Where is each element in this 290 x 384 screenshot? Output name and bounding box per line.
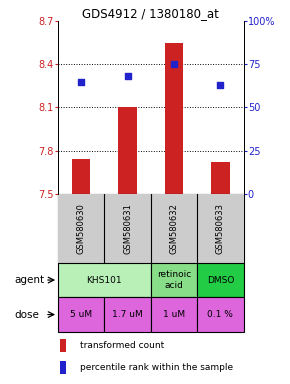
Bar (60, 361, 66, 374)
Bar (58, 263, 151, 297)
Point (79, 78, 84, 84)
Title: GDS4912 / 1380180_at: GDS4912 / 1380180_at (82, 7, 219, 20)
Point (172, 61, 176, 67)
Point (125, 73, 130, 79)
Text: GSM580631: GSM580631 (123, 203, 132, 254)
Bar (104, 297, 151, 332)
Text: agent: agent (14, 275, 45, 285)
Bar (72, 159, 90, 194)
Bar (165, 43, 183, 194)
Text: GSM580632: GSM580632 (169, 203, 179, 254)
Text: 0.1 %: 0.1 % (207, 310, 233, 319)
Text: KHS101: KHS101 (87, 276, 122, 285)
Point (218, 82, 223, 88)
Bar (58, 194, 104, 263)
Text: retinoic
acid: retinoic acid (157, 270, 191, 290)
Text: DMSO: DMSO (207, 276, 234, 285)
Text: GSM580633: GSM580633 (216, 203, 225, 254)
Bar (118, 108, 137, 194)
Text: percentile rank within the sample: percentile rank within the sample (80, 363, 233, 372)
Bar (151, 297, 197, 332)
Bar (151, 263, 197, 297)
Bar (197, 194, 244, 263)
Text: dose: dose (14, 310, 39, 319)
Text: 1.7 uM: 1.7 uM (112, 310, 143, 319)
Bar (151, 194, 197, 263)
Bar (211, 162, 230, 194)
Bar (58, 297, 104, 332)
Bar (104, 194, 151, 263)
Bar (197, 263, 244, 297)
Text: transformed count: transformed count (80, 341, 164, 350)
Text: GSM580630: GSM580630 (77, 203, 86, 254)
Text: 1 uM: 1 uM (163, 310, 185, 319)
Bar (197, 297, 244, 332)
Bar (60, 339, 66, 352)
Text: 5 uM: 5 uM (70, 310, 92, 319)
